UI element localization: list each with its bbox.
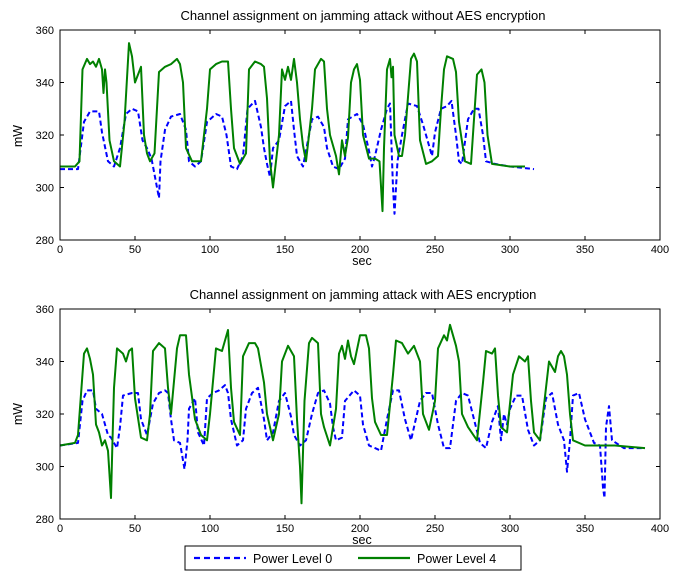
bottom-plot-frame (59, 308, 661, 520)
top-plot-ytick-label: 340 (36, 78, 54, 90)
top-plot-xtick-label: 400 (651, 244, 669, 256)
bottom-plot-ytick-label: 340 (36, 357, 54, 369)
top-plot-xtick-label: 0 (57, 244, 63, 256)
top-plot: Channel assignment on jamming attack wit… (11, 8, 669, 268)
bottom-plot-ytick-label: 300 (36, 462, 54, 474)
top-plot-xtick-label: 350 (576, 244, 594, 256)
legend-box (184, 545, 522, 571)
bottom-plot-ticks: 0 50 100 150 200 250 300 350 400 280 300 320 340 360 (36, 304, 670, 535)
top-plot-xlabel: sec (352, 254, 371, 268)
top-plot-series-power-level-0 (60, 99, 535, 215)
top-plot-series-power-level-4 (60, 42, 525, 213)
top-plot-xtick-label: 100 (201, 244, 219, 256)
bottom-plot-series-power-level-0 (59, 384, 645, 499)
top-plot-ylabel: mW (11, 125, 25, 147)
bottom-plot-xlabel: sec (352, 533, 371, 547)
top-plot-ticks: 0 50 100 150 200 250 300 350 400 280 300 320 340 360 (36, 25, 670, 256)
top-plot-frame (59, 29, 661, 241)
bottom-plot-lines (59, 323, 646, 505)
top-plot-lines (60, 42, 535, 215)
bottom-plot-ytick-label: 320 (36, 409, 54, 421)
bottom-plot-ytick-label: 280 (36, 514, 54, 526)
bottom-plot-xtick-label: 300 (501, 523, 519, 535)
bottom-plot-xtick-label: 150 (276, 523, 294, 535)
bottom-plot-series-power-level-4 (59, 323, 646, 505)
bottom-plot-xtick-label: 200 (351, 523, 369, 535)
top-plot-title: Channel assignment on jamming attack wit… (181, 8, 546, 23)
legend-label-power-level-4: Power Level 4 (417, 552, 496, 566)
bottom-plot-ytick-label: 360 (36, 304, 54, 316)
bottom-plot-xtick-label: 0 (57, 523, 63, 535)
top-plot-xtick-label: 200 (351, 244, 369, 256)
top-plot-xtick-label: 300 (501, 244, 519, 256)
top-plot-ytick-label: 320 (36, 130, 54, 142)
bottom-plot-ylabel: mW (11, 403, 25, 425)
legend-label-power-level-0: Power Level 0 (253, 552, 332, 566)
top-plot-xtick-label: 150 (276, 244, 294, 256)
top-plot-xtick-label: 50 (129, 244, 141, 256)
top-plot-xtick-label: 250 (426, 244, 444, 256)
bottom-plot-xtick-label: 250 (426, 523, 444, 535)
bottom-plot: Channel assignment on jamming attack wit… (11, 287, 669, 547)
bottom-plot-xtick-label: 400 (651, 523, 669, 535)
top-plot-ytick-label: 280 (36, 235, 54, 247)
bottom-plot-xtick-label: 350 (576, 523, 594, 535)
bottom-plot-xtick-label: 50 (129, 523, 141, 535)
top-plot-ytick-label: 300 (36, 183, 54, 195)
bottom-plot-title: Channel assignment on jamming attack wit… (190, 287, 537, 302)
top-plot-ytick-label: 360 (36, 25, 54, 37)
legend: Power Level 0 Power Level 4 (184, 545, 522, 571)
bottom-plot-xtick-label: 100 (201, 523, 219, 535)
